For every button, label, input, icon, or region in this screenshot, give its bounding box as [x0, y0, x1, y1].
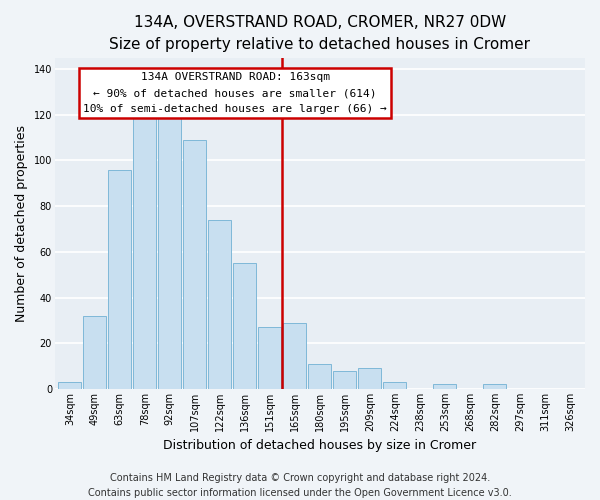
Bar [133, 85, 157, 389]
Bar [208, 220, 232, 389]
Bar [433, 384, 457, 389]
Text: Contains HM Land Registry data © Crown copyright and database right 2024.
Contai: Contains HM Land Registry data © Crown c… [88, 472, 512, 498]
Bar [83, 316, 106, 389]
Bar [109, 170, 131, 389]
Bar [184, 140, 206, 389]
Bar [308, 364, 331, 389]
Bar [158, 85, 181, 389]
Bar [334, 370, 356, 389]
Bar [484, 384, 506, 389]
Y-axis label: Number of detached properties: Number of detached properties [15, 125, 28, 322]
Title: 134A, OVERSTRAND ROAD, CROMER, NR27 0DW
Size of property relative to detached ho: 134A, OVERSTRAND ROAD, CROMER, NR27 0DW … [109, 15, 530, 52]
Bar [283, 322, 307, 389]
X-axis label: Distribution of detached houses by size in Cromer: Distribution of detached houses by size … [163, 440, 476, 452]
Bar [358, 368, 382, 389]
Text: 134A OVERSTRAND ROAD: 163sqm
← 90% of detached houses are smaller (614)
10% of s: 134A OVERSTRAND ROAD: 163sqm ← 90% of de… [83, 72, 387, 114]
Bar [383, 382, 406, 389]
Bar [259, 328, 281, 389]
Bar [58, 382, 82, 389]
Bar [233, 264, 256, 389]
